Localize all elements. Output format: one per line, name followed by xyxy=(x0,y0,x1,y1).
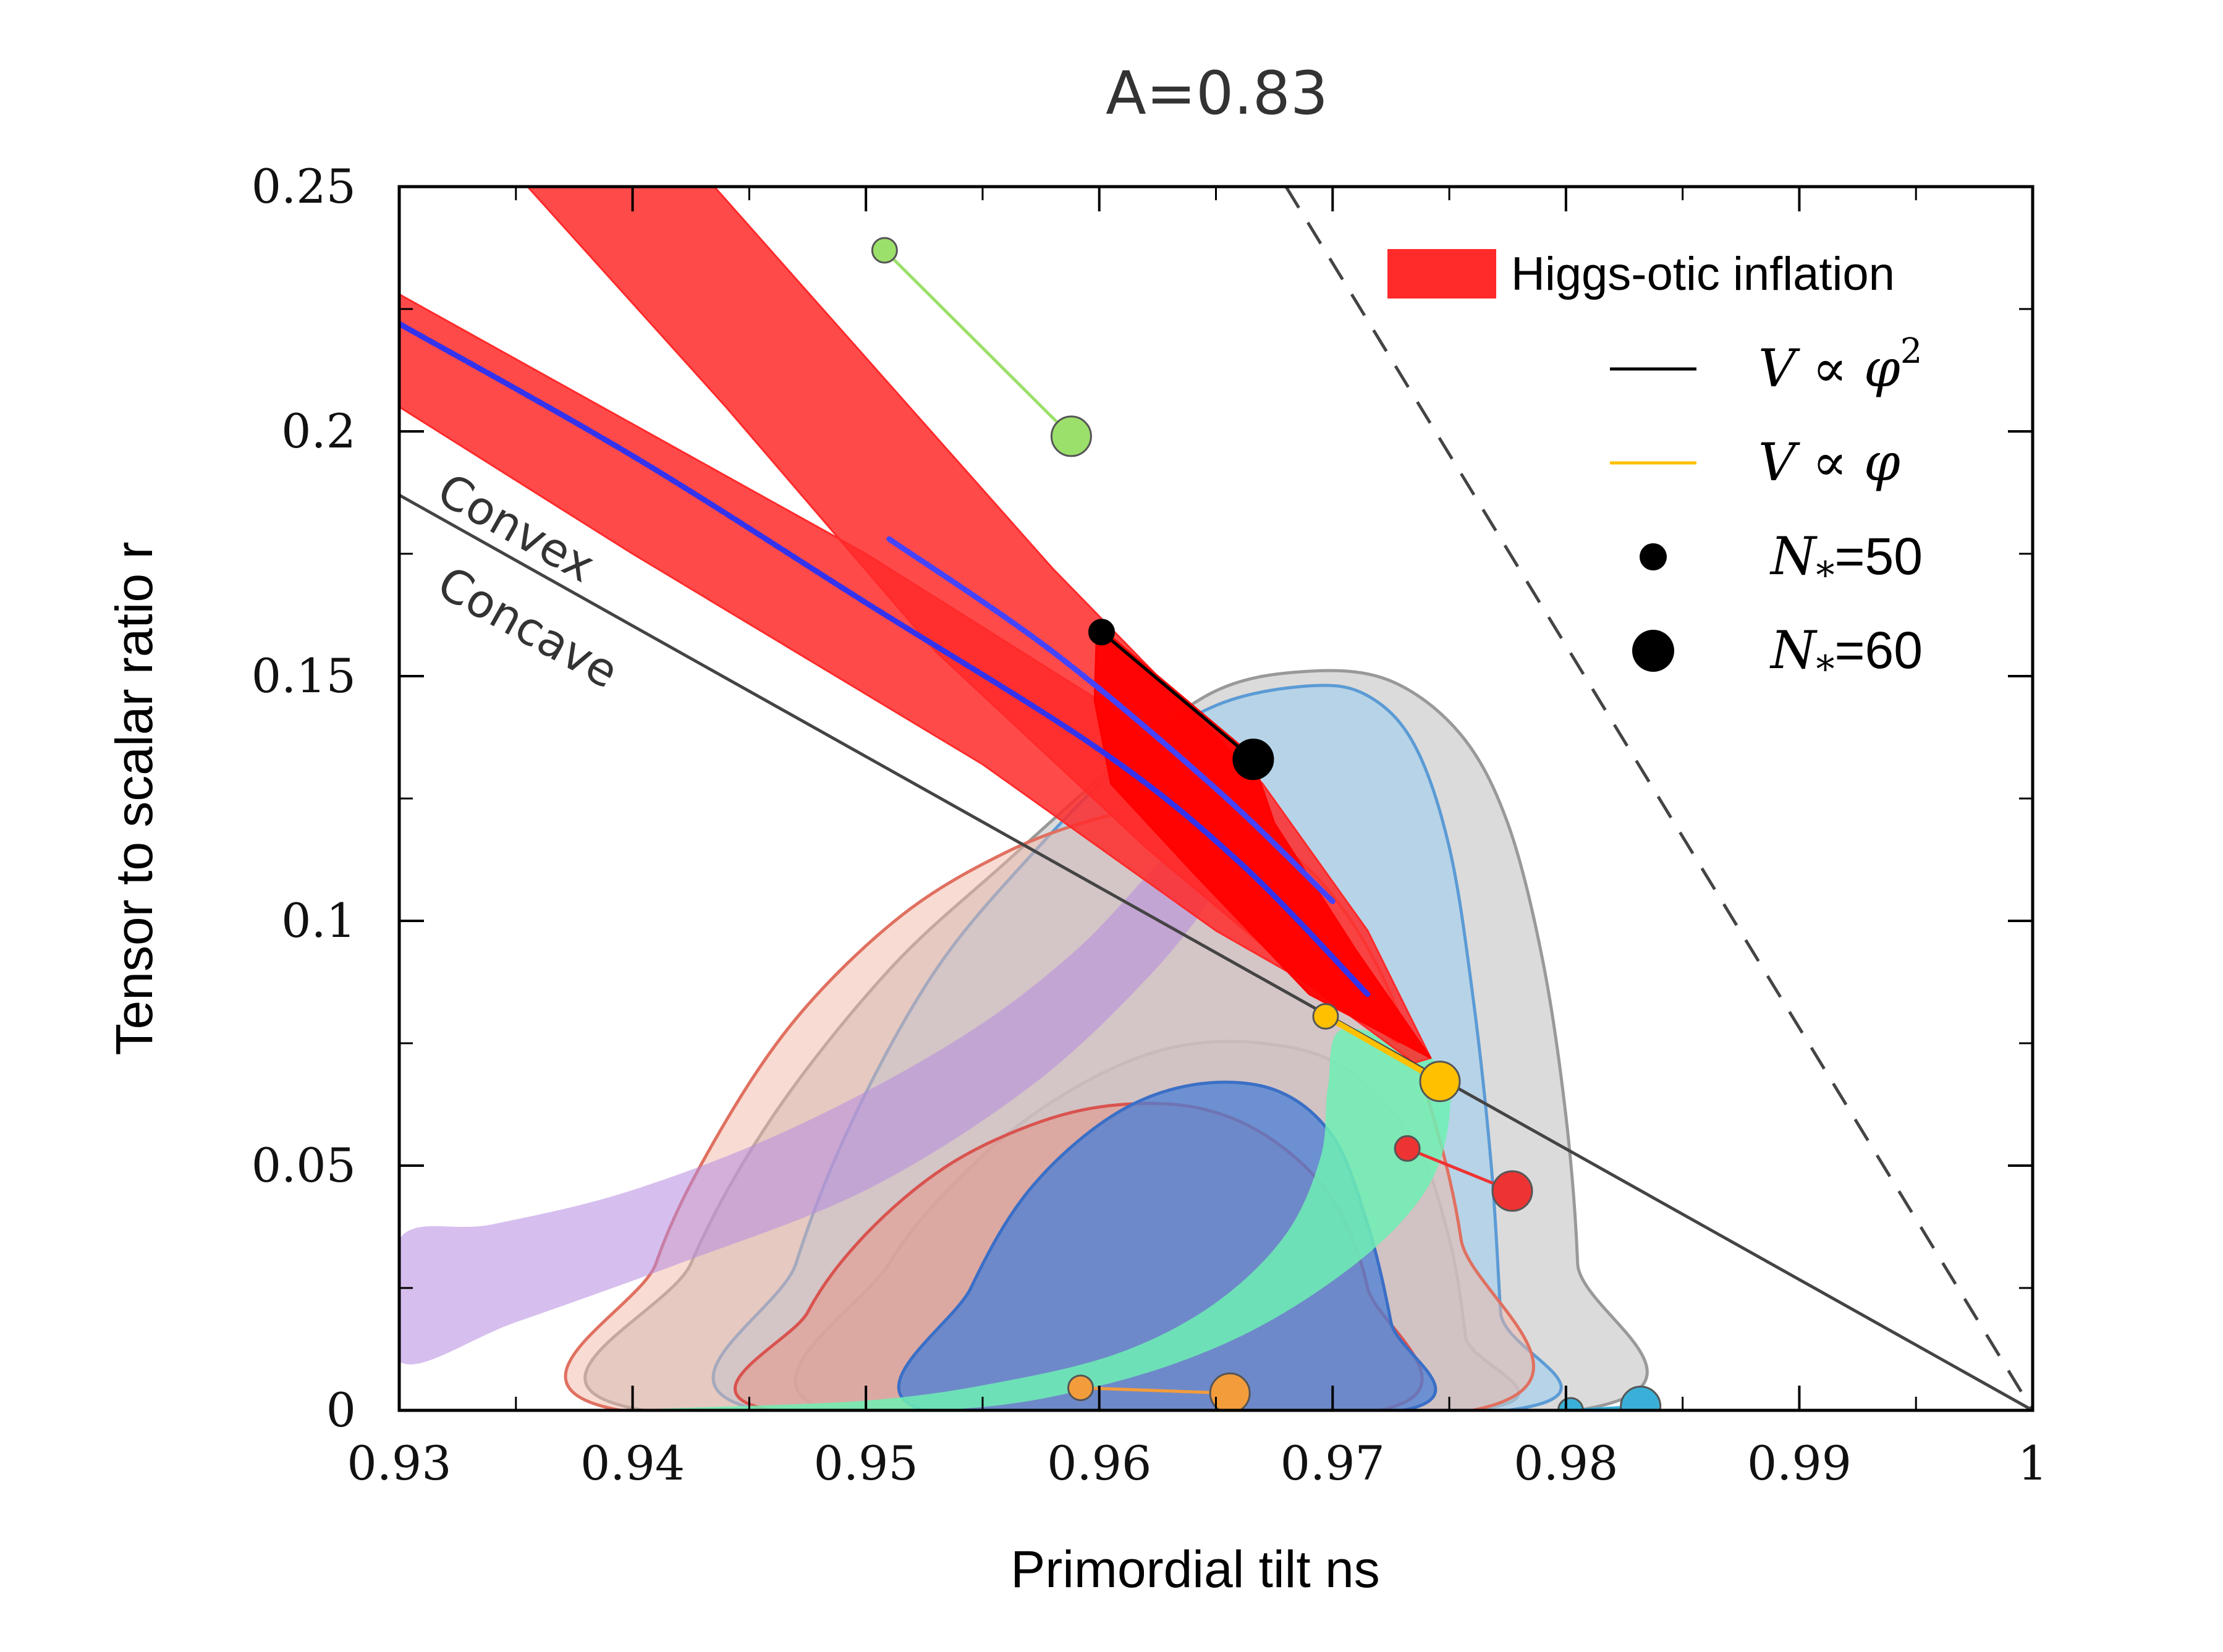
x-axis-label: Primordial tilt ns xyxy=(1010,1540,1379,1598)
series-line-2 xyxy=(883,249,1073,438)
y-tick-label: 0 xyxy=(326,1383,356,1438)
series-point-n50-2 xyxy=(871,237,898,264)
higgs-otic-layer xyxy=(399,187,1432,1064)
legend-swatch-higgs xyxy=(1387,249,1496,299)
x-tick-label: 0.95 xyxy=(814,1436,918,1491)
x-tick-label: 0.98 xyxy=(1514,1436,1618,1491)
legend-label-marker-3: N*=50 xyxy=(1769,526,1923,597)
x-tick-label: 0.94 xyxy=(580,1436,685,1491)
x-tick-label: 0.93 xyxy=(347,1436,451,1491)
blue-line-layer xyxy=(399,321,1371,998)
contour-green-band xyxy=(632,1028,1451,1410)
x-tick-label: 0.96 xyxy=(1047,1436,1151,1491)
tick-layer: 0.93 0.94 0.95 0.96 0.97 0.98 0.99 1 0 0.05 0.1 0.1… xyxy=(252,159,2047,1491)
series-point-n50-4 xyxy=(1067,1375,1095,1402)
y-tick-label: 0.15 xyxy=(252,648,356,703)
legend-label-line-2: V ∝ φ xyxy=(1758,432,1900,493)
series-point-n60-5 xyxy=(1620,1386,1662,1410)
x-tick-label: 0.99 xyxy=(1747,1436,1852,1491)
contour-purple-band xyxy=(399,807,1251,1365)
reference-line-layer xyxy=(399,187,2033,1410)
series-point-n50-0 xyxy=(1088,619,1115,646)
series-point-n60-0 xyxy=(1232,739,1274,781)
legend-label-higgs: Higgs-otic inflation xyxy=(1511,248,1895,300)
series-line-4 xyxy=(1080,1386,1230,1395)
x-tick-label: 1 xyxy=(2018,1436,2047,1491)
reference-line-0 xyxy=(399,493,2033,1410)
plot-area xyxy=(399,187,2033,1410)
series-line-0 xyxy=(1100,630,1255,761)
blue-line-upper-blue xyxy=(886,536,1336,904)
series-point-n60-4 xyxy=(1209,1372,1251,1410)
series-point-n60-2 xyxy=(1050,415,1092,457)
chart-title: A=0.83 xyxy=(1106,59,1328,128)
contour-blue-inner xyxy=(897,1080,1438,1410)
legend-swatch-marker-4 xyxy=(1632,630,1674,672)
series-point-n50-3 xyxy=(1394,1135,1421,1162)
annotation-concave: Concave xyxy=(429,556,627,699)
series-layer xyxy=(871,237,1662,1410)
series-point-n50-5 xyxy=(1557,1397,1584,1410)
y-tick-label: 0.05 xyxy=(252,1138,356,1193)
series-point-n60-3 xyxy=(1491,1170,1533,1212)
legend: Higgs-otic inflation V ∝ φ2 V ∝ φ N*=50 N*=6… xyxy=(1387,248,1923,691)
higgs-otic-solid-core xyxy=(1093,624,1432,1059)
legend-swatch-marker-3 xyxy=(1640,543,1667,570)
series-point-n50-1 xyxy=(1312,1002,1339,1030)
x-tick-label: 0.97 xyxy=(1281,1436,1385,1491)
y-tick-label: 0.25 xyxy=(252,159,356,214)
series-point-n60-1 xyxy=(1419,1061,1461,1103)
y-axis-label: Tensor to scalar ratio r xyxy=(105,542,163,1056)
legend-label-line-1: V ∝ φ2 xyxy=(1758,331,1922,399)
blue-line-main-blue xyxy=(399,321,1371,998)
series-line-1 xyxy=(1324,1014,1442,1084)
legend-label-marker-4: N*=60 xyxy=(1769,620,1923,691)
contour-layer xyxy=(399,669,1649,1410)
y-tick-label: 0.1 xyxy=(281,893,356,948)
reference-line-1 xyxy=(1284,187,2033,1410)
y-tick-label: 0.2 xyxy=(281,404,356,459)
